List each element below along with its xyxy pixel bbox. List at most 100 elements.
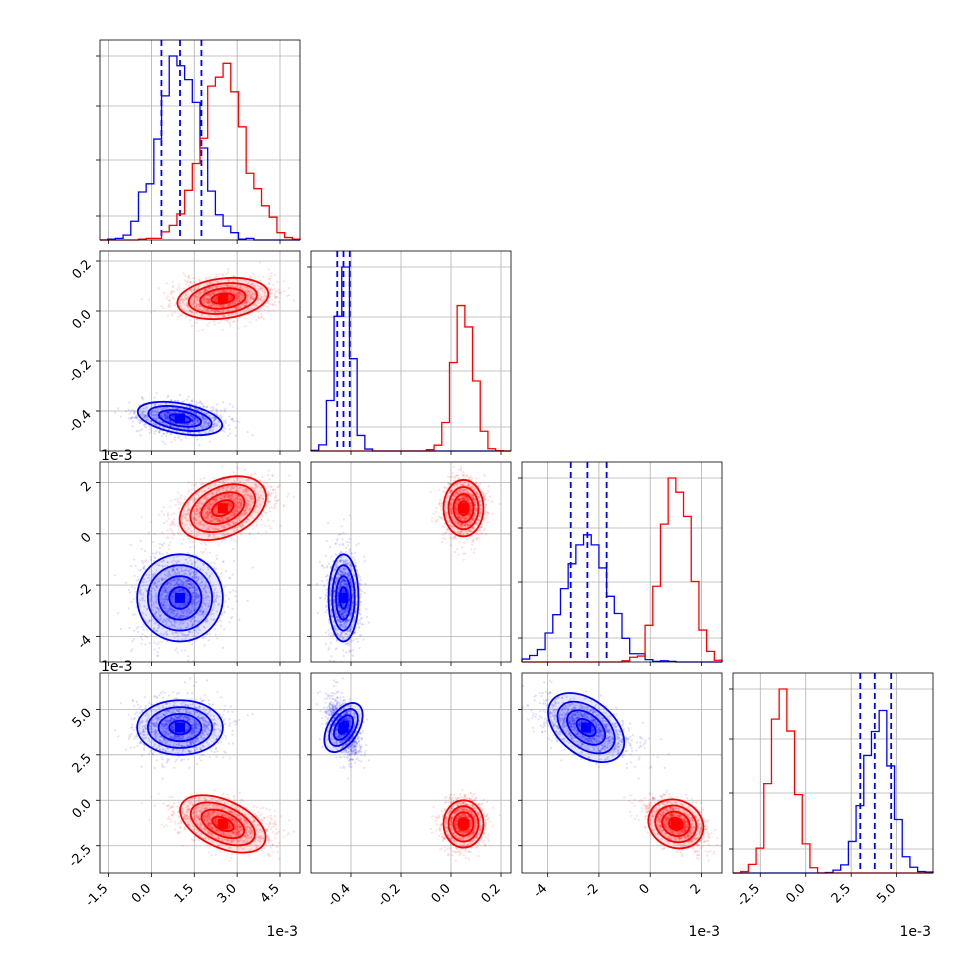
sample-point [153, 423, 156, 426]
sample-point [135, 627, 138, 630]
sample-point [226, 605, 230, 608]
sample-point [193, 422, 196, 425]
sample-point [180, 313, 183, 316]
sample-point [191, 415, 195, 418]
sample-point [257, 287, 260, 291]
sample-point [129, 543, 132, 547]
sample-point [260, 287, 263, 290]
sample-point [163, 542, 166, 545]
sample-point [155, 419, 158, 422]
sample-point [208, 431, 211, 434]
sample-point [221, 273, 224, 276]
sample-point [140, 298, 143, 301]
sample-point [150, 413, 153, 416]
sample-point [262, 299, 265, 302]
sample-point [259, 298, 262, 301]
sample-point [155, 418, 158, 421]
sample-point [138, 422, 142, 425]
sample-point [216, 275, 219, 278]
sample-point [156, 650, 159, 654]
sample-point [156, 407, 159, 411]
sample-point [238, 299, 241, 302]
sample-point [277, 300, 281, 304]
sample-point [239, 285, 242, 288]
sample-point [231, 417, 234, 421]
sample-point [228, 302, 231, 306]
sample-point [238, 291, 241, 294]
sample-point [207, 422, 210, 425]
sample-point [162, 426, 166, 430]
sample-point [181, 301, 185, 304]
sample-point [186, 655, 190, 658]
sample-point [223, 610, 226, 613]
sample-point [171, 415, 174, 418]
sample-point [136, 418, 140, 421]
sample-point [129, 649, 133, 653]
density-peak [175, 413, 185, 424]
sample-point [163, 406, 166, 409]
sample-point [268, 303, 271, 306]
sample-point [278, 484, 281, 487]
sample-point [129, 410, 133, 413]
sample-point [238, 305, 241, 308]
sample-point [203, 422, 206, 425]
sample-point [216, 314, 220, 317]
sample-point [191, 419, 194, 422]
sample-point [244, 317, 247, 320]
sample-point [226, 309, 230, 312]
sample-point [247, 286, 250, 290]
sample-point [199, 304, 202, 307]
sample-point [252, 307, 256, 310]
sample-point [212, 303, 215, 306]
sample-point [214, 311, 218, 314]
sample-point [186, 279, 190, 283]
sample-point [197, 418, 200, 422]
sample-point [245, 303, 248, 306]
sample-point [235, 294, 238, 297]
sample-point [202, 404, 206, 408]
sample-point [206, 297, 209, 300]
sample-point [199, 305, 202, 308]
sample-point [151, 414, 154, 417]
sample-point [128, 591, 131, 594]
sample-point [145, 416, 149, 419]
sample-point [176, 411, 179, 414]
sample-point [160, 420, 163, 424]
sample-point [152, 421, 155, 424]
sample-point [216, 409, 219, 412]
sample-point [153, 410, 157, 413]
sample-point [212, 415, 216, 419]
sample-point [221, 328, 224, 331]
sample-point [196, 426, 199, 429]
sample-point [187, 418, 190, 421]
sample-point [195, 296, 199, 299]
sample-point [202, 426, 205, 430]
sample-point [255, 309, 258, 312]
sample-point [193, 419, 196, 423]
sample-point [127, 588, 130, 592]
sample-point [273, 301, 276, 304]
sample-point [248, 301, 252, 304]
sample-point [184, 418, 187, 421]
sample-point [154, 423, 157, 426]
sample-point [165, 415, 168, 418]
sample-point [152, 415, 155, 419]
sample-point [160, 640, 163, 643]
sample-point [165, 415, 169, 418]
sample-point [215, 424, 218, 427]
sample-point [233, 293, 236, 296]
sample-point [191, 311, 194, 314]
sample-point [191, 400, 194, 403]
sample-point [194, 427, 197, 430]
sample-point [167, 303, 171, 306]
sample-point [157, 513, 160, 516]
sample-point [270, 292, 274, 295]
sample-point [223, 314, 226, 318]
sample-point [185, 409, 188, 412]
sample-point [163, 414, 166, 418]
sample-point [222, 315, 225, 318]
sample-point [153, 409, 156, 412]
sample-point [187, 422, 190, 425]
sample-point [216, 309, 220, 312]
sample-point [214, 633, 217, 636]
